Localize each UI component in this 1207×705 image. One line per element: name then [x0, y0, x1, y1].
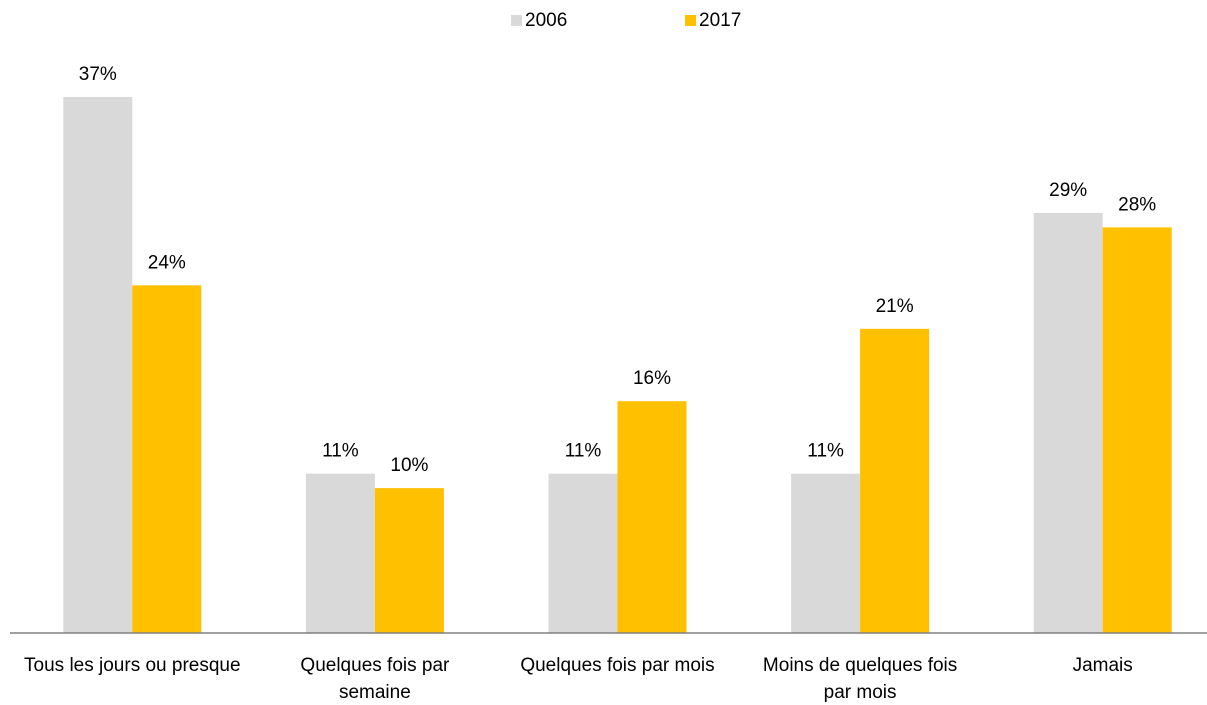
bar	[548, 473, 618, 633]
data-label: 11%	[322, 441, 359, 462]
data-label: 16%	[633, 368, 671, 389]
bar	[305, 473, 375, 633]
bar	[374, 488, 444, 633]
x-tick-label: Quelques fois par mois	[520, 655, 715, 676]
legend-label: 2006	[525, 10, 567, 31]
legend-swatch	[511, 15, 522, 26]
data-label: 10%	[390, 455, 428, 476]
data-label: 29%	[1049, 180, 1087, 201]
bar	[791, 473, 861, 633]
data-label: 21%	[876, 296, 914, 317]
legend-swatch	[685, 15, 696, 26]
bar	[63, 97, 133, 633]
bar	[132, 285, 202, 633]
data-label: 37%	[79, 64, 117, 85]
x-tick-label: Moins de quelques fois par mois	[762, 655, 958, 703]
legend-label: 2017	[699, 10, 741, 31]
bar	[860, 328, 930, 633]
x-tick-label: Jamais	[1072, 655, 1133, 676]
bar	[1102, 227, 1172, 634]
bar	[617, 401, 687, 633]
data-label: 11%	[565, 441, 602, 462]
x-tick-label: Tous les jours ou presque	[24, 655, 241, 676]
data-label: 28%	[1118, 194, 1156, 215]
data-label: 24%	[148, 252, 186, 273]
bar	[1033, 212, 1103, 633]
x-tick-label: Quelques fois par semaine	[300, 655, 450, 703]
data-label: 11%	[807, 441, 844, 462]
